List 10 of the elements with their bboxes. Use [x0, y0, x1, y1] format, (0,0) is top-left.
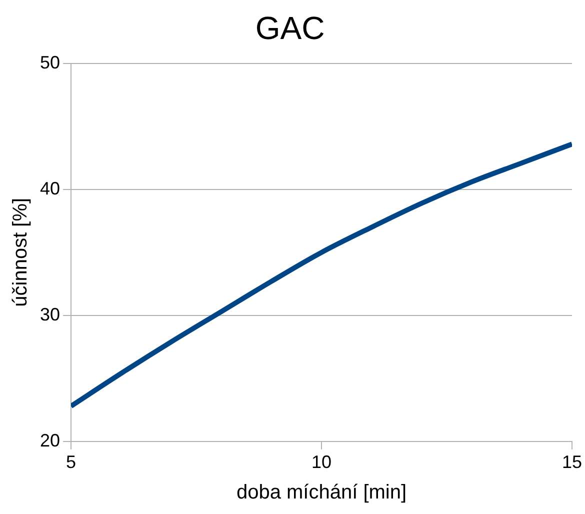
- y-tick-label: 30: [40, 304, 60, 324]
- y-tick-label: 40: [40, 178, 60, 198]
- y-tick-label: 50: [40, 52, 60, 72]
- x-tick-label: 10: [311, 452, 332, 472]
- y-tick-label: 20: [40, 430, 60, 450]
- chart-title: GAC: [255, 10, 325, 46]
- x-tick-label: 15: [562, 452, 582, 472]
- y-axis-title: účinnost [%]: [10, 198, 32, 307]
- x-tick-label: 5: [66, 452, 76, 472]
- x-axis-title: doba míchání [min]: [236, 482, 407, 504]
